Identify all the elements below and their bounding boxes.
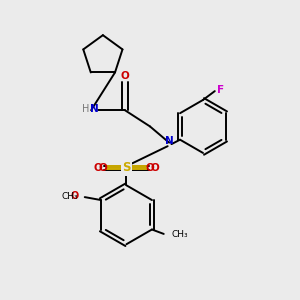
Text: O: O bbox=[146, 163, 154, 173]
Text: H: H bbox=[82, 104, 89, 114]
Text: F: F bbox=[217, 85, 224, 95]
Text: N: N bbox=[165, 136, 173, 146]
Text: N: N bbox=[90, 104, 98, 114]
Text: O: O bbox=[151, 163, 159, 173]
Text: O: O bbox=[70, 191, 79, 201]
Text: S: S bbox=[122, 161, 131, 174]
Text: O: O bbox=[98, 163, 107, 173]
Text: CH₃: CH₃ bbox=[171, 230, 188, 239]
Text: CH₃: CH₃ bbox=[62, 192, 78, 201]
Text: O: O bbox=[94, 163, 102, 173]
Text: O: O bbox=[121, 71, 129, 81]
